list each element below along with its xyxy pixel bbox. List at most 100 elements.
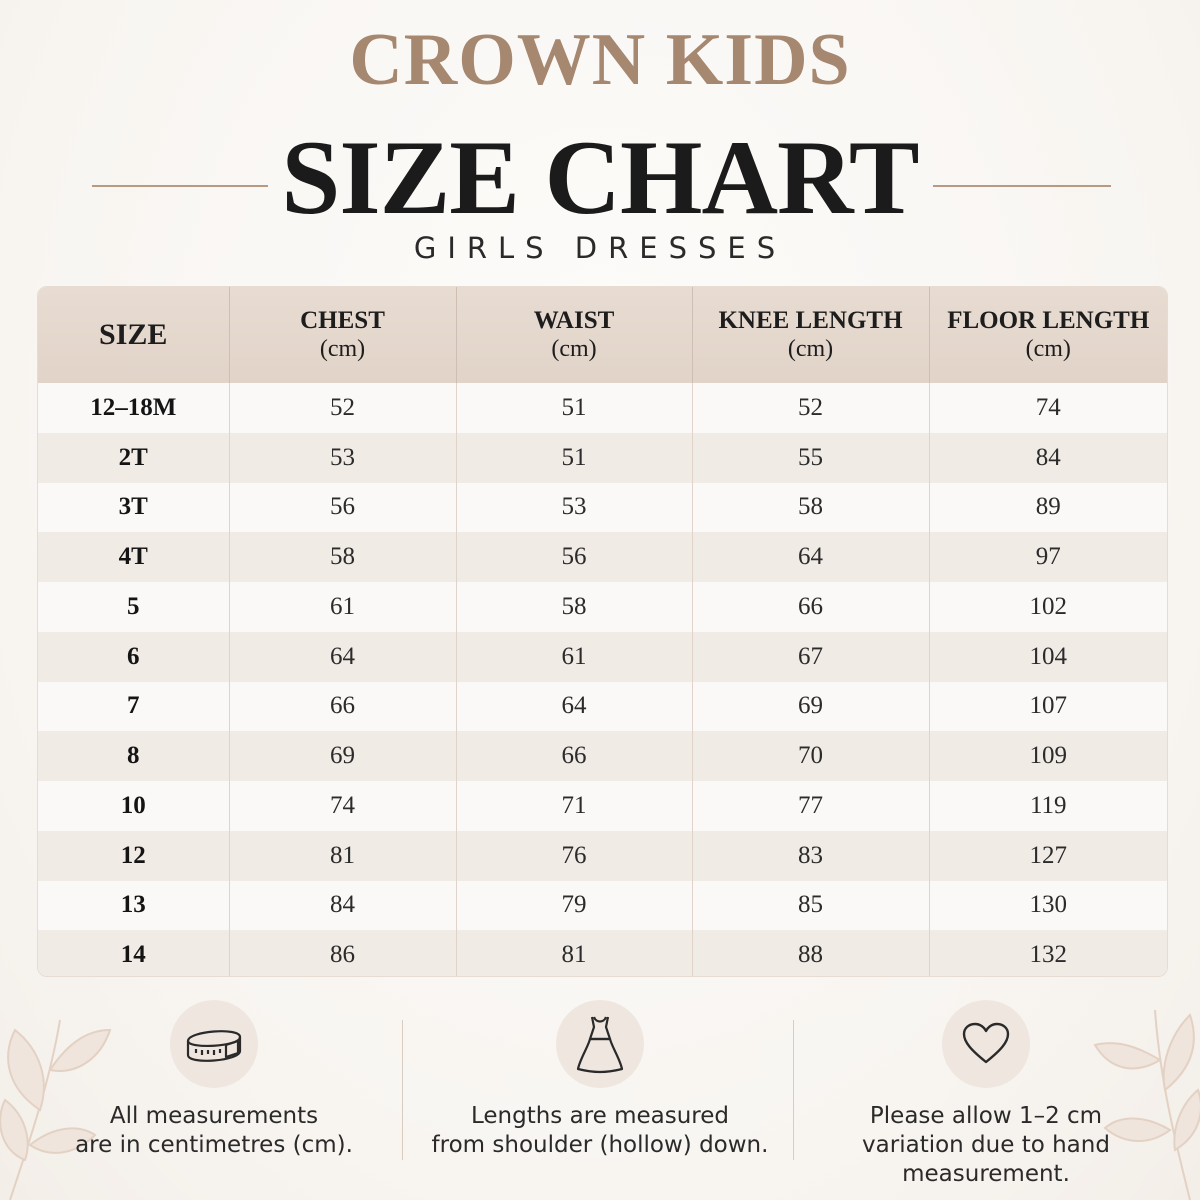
cell-knee-length: 85: [691, 880, 929, 931]
cell-waist: 53: [455, 482, 692, 533]
notes-divider: [402, 1020, 403, 1160]
note-lengths-line2: from shoulder (hollow) down.: [431, 1132, 769, 1158]
cell-waist: 71: [455, 781, 692, 831]
cell-floor-length: 74: [928, 383, 1167, 433]
cell-knee-length: 88: [691, 930, 929, 976]
cell-floor-length: 107: [928, 681, 1167, 732]
cell-waist: 79: [455, 880, 692, 931]
cell-knee-length: 66: [691, 582, 929, 632]
cell-waist: 76: [455, 830, 692, 881]
header-floor-length: FLOOR LENGTH (cm): [928, 287, 1167, 383]
cell-chest: 66: [228, 681, 456, 732]
note-badge: [556, 1000, 644, 1088]
cell-chest: 84: [228, 880, 456, 931]
note-badge: [170, 1000, 258, 1088]
cell-size: 14: [120, 941, 146, 969]
cell-floor-length: 109: [928, 731, 1167, 781]
cell-knee-length: 70: [691, 731, 929, 781]
cell-chest: 58: [228, 532, 456, 582]
cell-chest: 56: [228, 482, 456, 533]
cell-floor-length: 97: [928, 532, 1167, 582]
title-rule-left: [92, 185, 268, 187]
cell-chest: 81: [228, 830, 456, 881]
notes-section: All measurements are in centimetres (cm)…: [0, 1000, 1200, 1200]
cell-waist: 66: [455, 731, 692, 781]
table-row: 14 86 81 88 132: [38, 930, 1167, 976]
note-lengths: Lengths are measured from shoulder (holl…: [420, 1000, 780, 1160]
cell-floor-length: 119: [928, 781, 1167, 831]
table-row: 10 74 71 77 119: [38, 781, 1167, 831]
cell-knee-length: 77: [691, 781, 929, 831]
page-subtitle: GIRLS DRESSES: [413, 231, 787, 265]
cell-floor-length: 104: [928, 631, 1167, 682]
note-units: All measurements are in centimetres (cm)…: [34, 1000, 394, 1160]
table-row: 12–18M 52 51 52 74: [38, 383, 1167, 433]
leaf-decoration-right-icon: [1093, 1009, 1200, 1200]
cell-size: 7: [127, 692, 140, 720]
cell-chest: 64: [228, 631, 456, 682]
title-rule-right: [933, 185, 1111, 187]
cell-size: 5: [127, 592, 140, 620]
table-row: 2T 53 51 55 84: [38, 432, 1167, 483]
cell-chest: 69: [228, 731, 456, 781]
cell-size: 13: [120, 891, 146, 919]
cell-floor-length: 127: [928, 830, 1167, 881]
table-row: 13 84 79 85 130: [38, 880, 1167, 931]
table-row: 8 69 66 70 109: [38, 731, 1167, 781]
cell-size: 2T: [118, 443, 148, 471]
notes-divider: [793, 1020, 794, 1160]
note-variation-line1: Please allow 1–2 cm: [869, 1103, 1103, 1129]
table-row: 3T 56 53 58 89: [38, 482, 1167, 533]
note-badge: [942, 1000, 1030, 1088]
cell-chest: 74: [228, 781, 456, 831]
header-waist: WAIST (cm): [455, 287, 692, 383]
brand-name: CROWN KIDS: [349, 19, 851, 101]
leaf-decoration-left-icon: [0, 1019, 112, 1200]
cell-knee-length: 67: [691, 631, 929, 682]
cell-size: 6: [127, 642, 140, 670]
cell-floor-length: 84: [928, 432, 1167, 483]
cell-chest: 53: [228, 432, 456, 483]
page-title: SIZE CHART: [281, 119, 919, 236]
cell-waist: 51: [455, 432, 692, 483]
note-lengths-line1: Lengths are measured: [470, 1103, 730, 1129]
cell-waist: 56: [455, 532, 692, 582]
table-row: 7 66 64 69 107: [38, 681, 1167, 732]
cell-chest: 86: [228, 930, 456, 976]
note-units-line2: are in centimetres (cm).: [75, 1132, 353, 1158]
cell-waist: 58: [455, 582, 692, 632]
cell-size: 3T: [118, 493, 148, 521]
cell-waist: 64: [455, 681, 692, 732]
cell-size: 8: [127, 742, 140, 770]
cell-knee-length: 58: [691, 482, 929, 533]
cell-waist: 81: [455, 930, 692, 976]
table-row: 4T 58 56 64 97: [38, 532, 1167, 582]
table-row: 12 81 76 83 127: [38, 830, 1167, 881]
cell-size: 10: [120, 791, 146, 819]
cell-knee-length: 69: [691, 681, 929, 732]
note-variation-line2: variation due to hand measurement.: [862, 1132, 1110, 1187]
cell-size: 12–18M: [90, 393, 177, 421]
note-units-line1: All measurements: [109, 1103, 319, 1129]
cell-floor-length: 102: [928, 582, 1167, 632]
header-chest: CHEST (cm): [228, 287, 456, 383]
cell-waist: 61: [455, 631, 692, 682]
cell-chest: 52: [228, 383, 456, 433]
cell-floor-length: 132: [928, 930, 1167, 976]
note-variation: Please allow 1–2 cm variation due to han…: [806, 1000, 1166, 1189]
heart-icon: [962, 1022, 1010, 1064]
size-table: SIZE CHEST (cm) WAIST (cm) KNEE LENGTH (cm)…: [37, 286, 1168, 977]
cell-knee-length: 55: [691, 432, 929, 483]
cell-chest: 61: [228, 582, 456, 632]
cell-size: 12: [120, 841, 146, 869]
table-row: 6 64 61 67 104: [38, 631, 1167, 682]
cell-knee-length: 52: [691, 383, 929, 433]
header-size: SIZE: [38, 287, 229, 383]
header-knee-length: KNEE LENGTH (cm): [691, 287, 929, 383]
cell-floor-length: 89: [928, 482, 1167, 533]
cell-knee-length: 64: [691, 532, 929, 582]
dress-icon: [576, 1016, 624, 1074]
cell-size: 4T: [118, 543, 148, 571]
cell-knee-length: 83: [691, 830, 929, 881]
measuring-tape-icon: [186, 1030, 242, 1062]
